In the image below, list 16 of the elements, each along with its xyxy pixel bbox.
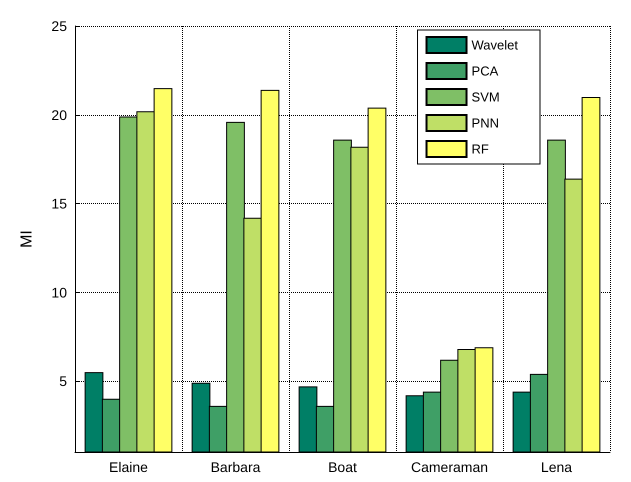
y-axis-title: MI (18, 230, 36, 248)
legend-label: PNN (472, 116, 499, 130)
legend-label: PCA (472, 64, 499, 78)
legend-label: RF (472, 142, 489, 156)
x-tick-label: Elaine (109, 459, 148, 475)
x-tick-label: Barbara (210, 459, 261, 475)
y-tick-label: 20 (51, 106, 68, 123)
y-tick-label: 15 (51, 196, 68, 212)
y-tick-label: 5 (59, 373, 68, 389)
x-tick-label: Lena (540, 459, 572, 475)
legend-label: Wavelet (472, 38, 518, 52)
y-tick-label: 10 (51, 284, 68, 300)
legend-label: SVM (472, 90, 500, 104)
x-tick-label: Cameraman (410, 459, 488, 475)
y-tick-label: 25 (51, 18, 68, 34)
x-tick-label: Boat (328, 459, 358, 475)
